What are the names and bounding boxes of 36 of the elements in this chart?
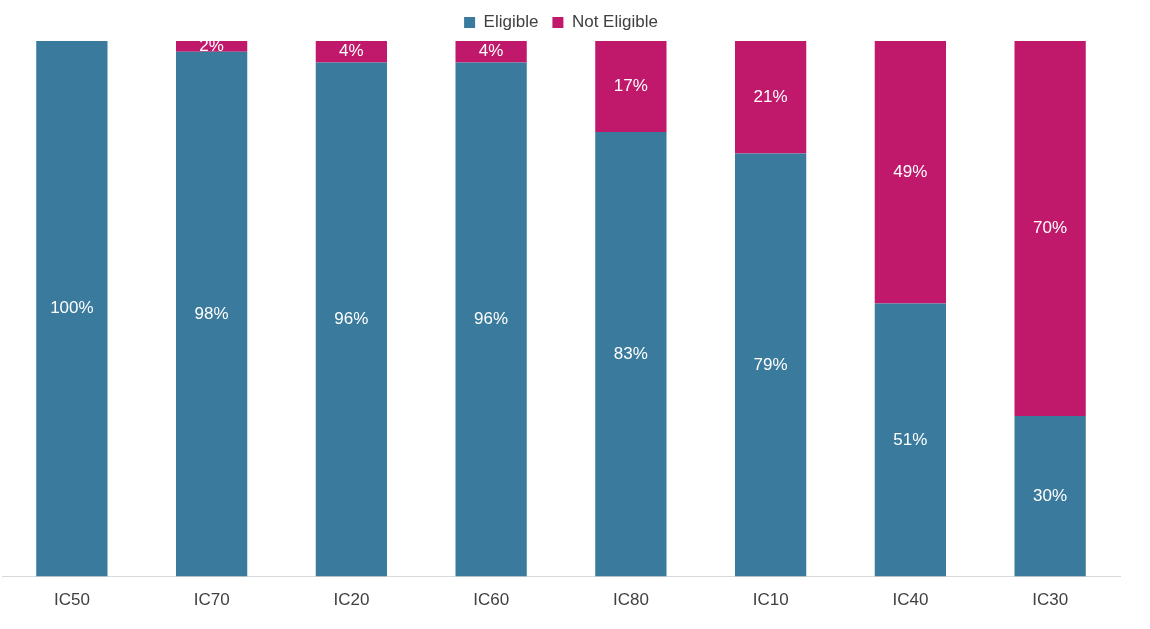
x-tick-label: IC30 xyxy=(1032,590,1069,610)
x-tick-label: IC10 xyxy=(752,590,789,610)
data-label: 4% xyxy=(478,41,504,61)
data-label: 98% xyxy=(194,303,229,323)
bar xyxy=(734,153,807,577)
bar xyxy=(874,41,947,304)
bar xyxy=(36,41,108,577)
data-label: 83% xyxy=(613,344,648,364)
bar xyxy=(734,41,807,154)
data-label: 96% xyxy=(474,309,509,329)
data-label: 100% xyxy=(50,298,94,318)
data-label: 4% xyxy=(339,41,364,61)
data-label: 70% xyxy=(1033,218,1068,238)
data-label: 21% xyxy=(753,86,788,106)
bar xyxy=(455,62,527,577)
bar xyxy=(1014,41,1086,416)
x-tick-label: IC60 xyxy=(473,590,510,610)
bar xyxy=(175,51,248,577)
x-tick-label: IC80 xyxy=(612,590,649,610)
x-tick-label: IC70 xyxy=(193,590,230,610)
legend-label: Not Eligible xyxy=(571,12,658,32)
data-label: 17% xyxy=(613,76,648,96)
x-tick-label: IC20 xyxy=(333,590,370,610)
bar xyxy=(315,62,388,577)
x-tick-label: IC40 xyxy=(892,590,929,610)
legend-label: Eligible xyxy=(483,12,539,32)
data-label: 49% xyxy=(893,161,928,181)
data-label: 79% xyxy=(753,354,788,374)
data-label: 51% xyxy=(893,429,928,449)
data-label: 30% xyxy=(1033,485,1068,505)
bar xyxy=(1014,415,1086,577)
bar xyxy=(595,41,667,133)
bar xyxy=(874,303,947,577)
data-label: 96% xyxy=(334,309,369,329)
bar xyxy=(595,132,667,577)
x-tick-label: IC50 xyxy=(53,590,90,610)
